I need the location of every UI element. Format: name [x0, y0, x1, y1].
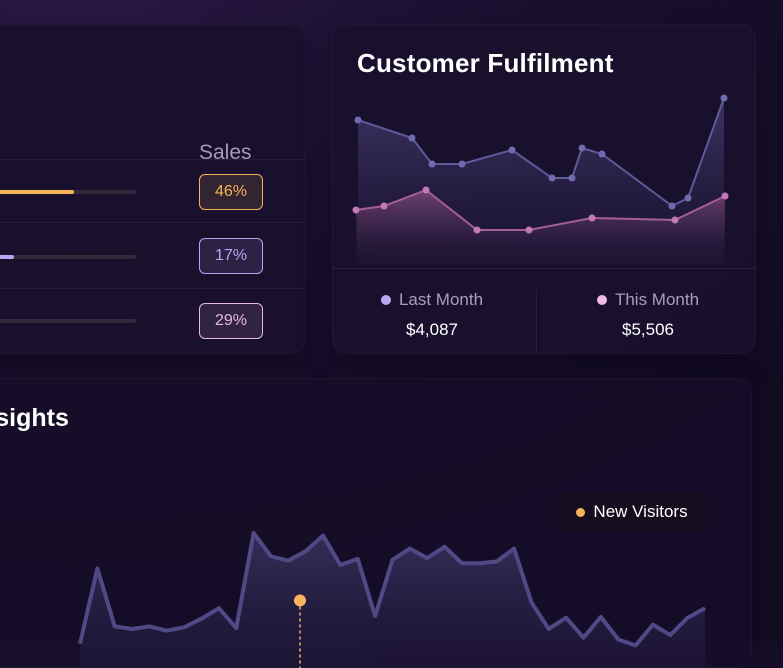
legend-dot	[380, 295, 391, 305]
this-month-point	[525, 226, 533, 234]
percent-badge: 17%	[199, 238, 263, 274]
last-month-point	[668, 202, 676, 210]
row-divider	[0, 159, 306, 160]
row-divider	[0, 222, 306, 223]
new-visitors-legend: New Visitors	[558, 493, 706, 531]
sales-bar-track	[0, 255, 136, 259]
this-month-point	[352, 206, 360, 214]
last-month-point	[684, 194, 692, 202]
last-month-point	[578, 144, 586, 152]
legend-value: $5,506	[622, 320, 674, 339]
last-month-point	[428, 160, 436, 168]
legend-last-month: Last Month $4,087	[332, 290, 532, 340]
customer-fulfilment-card: Customer Fulfilment Last Month $4,087 Th…	[332, 24, 756, 354]
last-month-point	[408, 134, 416, 142]
new-visitors-area	[80, 533, 705, 668]
this-month-point	[671, 216, 679, 224]
this-month-point	[721, 192, 729, 200]
legend-value: $4,087	[406, 320, 458, 339]
this-month-point	[422, 186, 430, 194]
highlight-point	[294, 594, 306, 607]
card-title: nsights	[0, 404, 69, 432]
last-month-point	[720, 94, 728, 102]
insights-card: nsights New Visitors	[0, 378, 752, 668]
legend-label: New Visitors	[593, 502, 688, 521]
legend-dot	[576, 507, 586, 517]
card-title: Customer Fulfilment	[357, 48, 614, 78]
row-divider	[0, 288, 306, 289]
last-month-point	[548, 174, 556, 182]
sales-bar-fill	[0, 255, 15, 259]
sales-bar-track	[0, 319, 136, 323]
this-month-point	[380, 202, 388, 210]
percent-badge: 29%	[199, 303, 263, 339]
last-month-point	[598, 150, 606, 158]
last-month-point	[508, 146, 516, 154]
this-month-point	[588, 214, 596, 222]
sales-header: Sales	[199, 141, 252, 164]
sales-bar-track	[0, 190, 136, 194]
sales-card: Sales 46% 17% 29%	[0, 24, 306, 354]
last-month-point	[568, 174, 576, 182]
last-month-point	[354, 116, 362, 124]
legend-label: Last Month	[398, 290, 484, 309]
divider	[536, 290, 537, 354]
legend-label: This Month	[614, 290, 700, 309]
sales-bar-fill	[0, 190, 74, 194]
last-month-point	[458, 160, 466, 168]
new-visitors-line	[78, 531, 706, 648]
this-month-point	[473, 226, 481, 234]
legend-dot	[596, 295, 607, 305]
this-month-line	[355, 188, 726, 231]
divider	[332, 268, 756, 269]
percent-badge: 46%	[199, 174, 263, 210]
fulfilment-chart	[352, 94, 729, 264]
legend-this-month: This Month $5,506	[548, 290, 748, 340]
